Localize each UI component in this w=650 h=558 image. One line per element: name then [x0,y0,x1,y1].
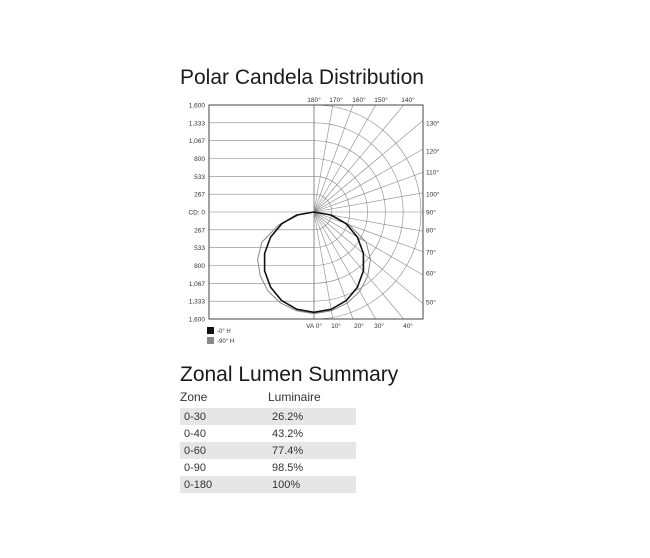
grid-ray [313,105,405,213]
grid-ray [313,105,377,213]
radial-tick-label: 1,333 [189,120,206,127]
grid-ray [313,192,423,213]
legend-swatch [207,337,214,344]
zonal-title: Zonal Lumen Summary [180,363,399,386]
grid-ray [313,211,334,319]
header-zone: Zone [180,390,208,404]
top-angle-label: 140° [401,96,415,104]
right-angle-label: 50° [426,299,436,307]
top-angle-label: 170° [329,96,343,104]
grid-ray [313,211,423,276]
right-angle-label: 120° [426,148,440,156]
table-row: 0-40 43.2% [180,425,356,442]
zone-cell: 0-60 [180,442,268,459]
zone-cell: 0-30 [180,408,268,425]
candela-curve-0h [263,211,365,314]
grid-ray [313,211,423,304]
zonal-table: Zone Luminaire 0-30 26.2% 0-40 43.2% 0-60 77… [180,390,356,493]
grid-ray [313,172,423,213]
value-cell: 43.2% [272,427,304,440]
radial-tick-label: 533 [194,174,205,181]
top-angle-label: 160° [352,96,366,104]
top-angle-label: 180° [307,96,321,104]
polar-title: Polar Candela Distribution [180,66,424,89]
radial-tick-label: 267 [194,227,205,234]
radial-tick-label: 800 [194,263,205,270]
right-angle-label: 80° [426,227,436,235]
right-angle-label: 70° [426,249,436,257]
table-row: 0-90 98.5% [180,459,356,476]
grid-ray [313,211,377,319]
grid-ray [313,120,423,213]
bottom-angle-label: 30° [374,322,384,330]
radial-tick-label: 1,067 [189,138,206,145]
value-cell: 26.2% [268,408,356,425]
bottom-angle-label: VA 0° [306,322,322,330]
right-angle-label: 90° [426,209,436,217]
value-cell: 77.4% [268,442,356,459]
radial-tick-label: 533 [194,245,205,252]
grid-ray [313,211,354,319]
value-cell: 98.5% [272,461,304,474]
header-luminaire: Luminaire [268,390,321,404]
zone-cell: 0-40 [184,427,207,440]
right-angle-label: 100° [426,191,440,199]
legend-label: -90° H [217,339,234,345]
radial-tick-label: 1,067 [189,281,206,288]
grid-ray [313,148,423,213]
radial-tick-label: CD: 0 [188,210,205,217]
radial-tick-label: 267 [194,192,205,199]
radial-tick-label: 800 [194,156,205,163]
table-row: 0-60 77.4% [180,442,356,459]
zone-cell: 0-180 [180,476,268,493]
value-cell: 100% [268,476,356,493]
right-angle-label: 110° [426,169,439,177]
grid-ray [313,211,405,319]
grid-ray [313,211,423,252]
bottom-angle-label: 10° [331,322,341,330]
grid-ray [313,105,334,213]
radial-tick-label: 1,333 [189,299,206,306]
right-angle-label: 60° [426,270,436,278]
right-angle-label: 130° [426,120,440,128]
zone-cell: 0-90 [184,461,207,474]
legend-label: -0° H [217,329,231,335]
grid-ray [313,211,423,232]
radial-tick-label: 1,600 [189,103,206,110]
top-angle-label: 150° [374,96,388,104]
chart-frame [208,104,424,320]
table-row: 0-180 100% [180,476,356,493]
bottom-angle-label: 20° [354,322,364,330]
grid-ray [313,105,354,213]
polar-candela-chart: 1,600 1,333 1,067 800 533 267 CD: 0 267 533 800 1,… [188,96,440,345]
bottom-angle-label: 40° [403,322,413,330]
table-row: 0-30 26.2% [180,408,356,425]
legend-swatch [207,327,214,334]
radial-tick-label: 1,600 [189,317,206,324]
